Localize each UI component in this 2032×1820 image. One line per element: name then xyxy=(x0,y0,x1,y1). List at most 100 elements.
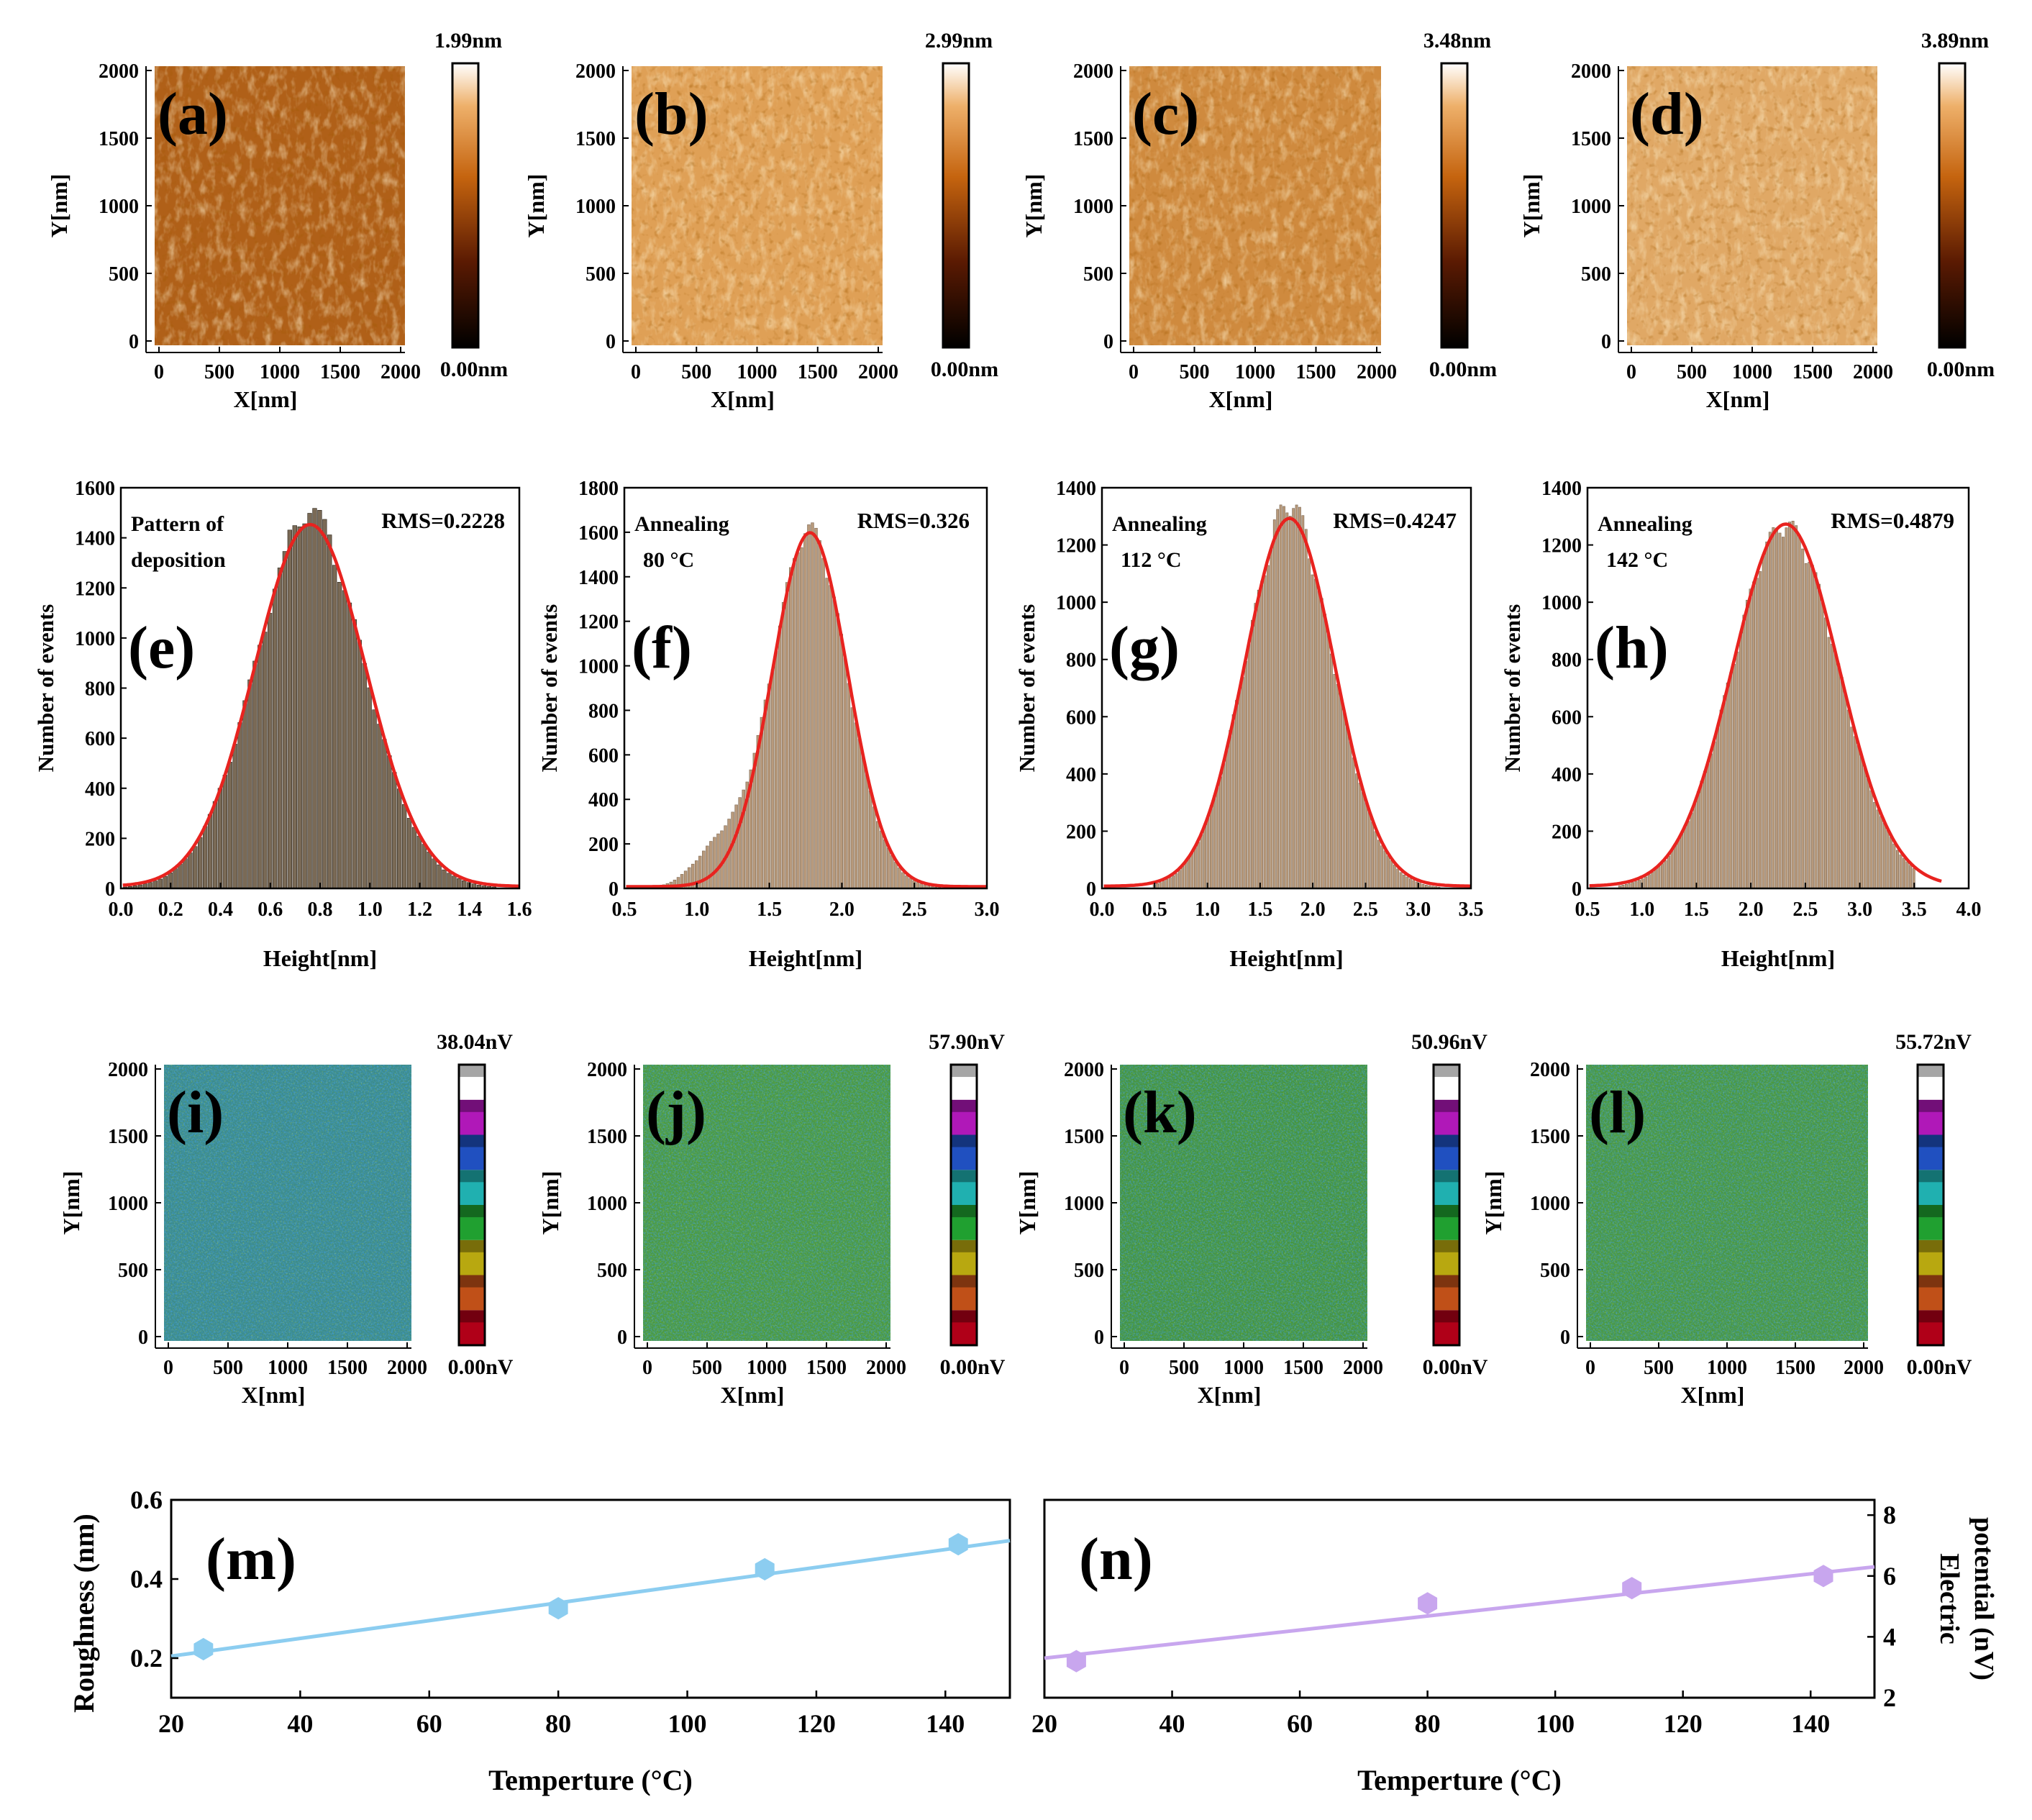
histogram-bar xyxy=(1172,875,1175,889)
x-tick-label: 2000 xyxy=(1343,1357,1383,1379)
y-tick-label: 500 xyxy=(597,1260,627,1282)
histogram-bar xyxy=(1408,878,1412,889)
histogram-bar xyxy=(785,582,789,889)
y-tick-label: 6 xyxy=(1883,1562,1896,1591)
histogram-bar xyxy=(1899,854,1903,889)
x-tick-label: 0 xyxy=(631,361,641,383)
histogram-bar xyxy=(868,790,873,889)
histogram-bar xyxy=(252,660,258,889)
rms-label: RMS=0.326 xyxy=(857,508,970,533)
colorbar-frame xyxy=(942,62,970,349)
y-tick-label: 1400 xyxy=(1541,478,1582,500)
plot-frame xyxy=(1101,486,1472,890)
y-tick-label: 1500 xyxy=(575,128,616,150)
x-tick-label: 1000 xyxy=(737,361,778,383)
histogram-bar xyxy=(1213,795,1216,889)
map-texture2-b xyxy=(632,66,883,345)
histogram-bar xyxy=(272,588,278,889)
y-tick-label: 0 xyxy=(1103,331,1113,353)
histogram-bar xyxy=(332,565,337,889)
histogram-bar xyxy=(406,818,412,889)
histogram-bar xyxy=(1244,660,1248,889)
colorbar-shade xyxy=(1434,1170,1459,1183)
x-tick-label: 1000 xyxy=(1235,361,1275,383)
y-tick-label: 800 xyxy=(85,678,115,701)
x-tick-label: 500 xyxy=(1169,1357,1199,1379)
x-tick-label: 0.0 xyxy=(1090,898,1115,921)
x-tick-label: 140 xyxy=(1791,1709,1830,1738)
histogram-bar xyxy=(843,658,847,889)
x-tick-label: 120 xyxy=(797,1709,836,1738)
histogram-bar xyxy=(1710,753,1713,889)
y-tick-label: 600 xyxy=(588,745,619,767)
histogram-bar xyxy=(416,835,422,889)
histogram-bar xyxy=(1674,845,1677,889)
histogram-bar xyxy=(1342,709,1346,889)
histogram-bar xyxy=(1706,762,1710,889)
x-tick-label: 1500 xyxy=(320,361,360,383)
colorbar-gradient xyxy=(943,63,969,347)
x-tick-label: 1.0 xyxy=(684,898,709,921)
histogram-bar xyxy=(1238,687,1241,889)
colorbar-gradient xyxy=(1939,63,1965,347)
x-tick-label: 0.0 xyxy=(109,898,134,921)
histogram-bar xyxy=(372,709,377,889)
colorbar-shade xyxy=(459,1275,485,1288)
y-tick-label: 0 xyxy=(1094,1327,1104,1349)
histogram-bar xyxy=(1876,809,1880,889)
histogram-bar xyxy=(1844,693,1847,889)
histogram-bar xyxy=(1782,537,1785,889)
x-tick-label: 0 xyxy=(642,1357,652,1379)
data-point xyxy=(193,1637,214,1661)
y-tick-label: 0.2 xyxy=(130,1644,163,1673)
colorbar-segment xyxy=(1918,1065,1944,1100)
colorbar-segment xyxy=(951,1239,977,1275)
colorbar-max-label: 57.90nV xyxy=(929,1030,1005,1054)
histogram-bar xyxy=(263,632,268,889)
panel-label: (a) xyxy=(158,81,228,147)
histogram-bar xyxy=(1647,874,1651,889)
histogram-bar xyxy=(1638,880,1641,889)
x-tick-label: 1000 xyxy=(1732,361,1772,383)
histogram-bar xyxy=(207,814,213,889)
histogram-bar xyxy=(1405,876,1409,889)
colorbar-segment xyxy=(1434,1065,1459,1100)
histogram-bar xyxy=(432,858,437,889)
x-tick-label: 0.8 xyxy=(308,898,333,921)
colorbar-segment xyxy=(951,1099,977,1135)
histogram-bar xyxy=(232,744,237,889)
plot-frame xyxy=(1586,486,1970,890)
histogram-bar xyxy=(287,529,293,889)
histogram-bar xyxy=(1364,801,1368,889)
histogram-bar xyxy=(382,739,387,889)
histogram-bar xyxy=(452,875,457,889)
x-axis-label: X[nm] xyxy=(242,1382,306,1408)
colorbar-segment xyxy=(459,1239,485,1275)
colorbar-min-label: 0.00nV xyxy=(448,1355,514,1379)
histogram-bar xyxy=(1817,583,1821,889)
histogram-bar xyxy=(1225,746,1229,889)
y-tick-label: 1500 xyxy=(1064,1126,1104,1148)
y-tick-label: 600 xyxy=(1066,706,1096,729)
histogram-bar xyxy=(462,880,467,889)
histogram-bar xyxy=(1634,881,1638,889)
histogram-bar xyxy=(1197,842,1200,889)
histogram-bar xyxy=(1651,872,1654,889)
annotation-line-2: 112 °C xyxy=(1121,548,1182,572)
y-tick-label: 1000 xyxy=(99,196,139,218)
histogram-bar xyxy=(1867,778,1870,889)
colorbar-segment xyxy=(1434,1099,1459,1135)
y-tick-label: 1000 xyxy=(1530,1193,1570,1215)
map-panel-i: 0 500 1000 1500 2000 0 500 1000 1500 2000 X[nm] Y[n… xyxy=(58,1030,514,1408)
histogram-bar xyxy=(247,679,252,889)
histogram-bar xyxy=(1795,525,1798,889)
map-texture2-l xyxy=(1586,1065,1868,1341)
colorbar-shade xyxy=(1434,1239,1459,1252)
histogram-bar xyxy=(457,878,462,889)
histogram-bar xyxy=(158,878,163,889)
histogram-bar xyxy=(1846,709,1850,889)
map-panel-b: 0 500 1000 1500 2000 0 500 1000 1500 2000 X[nm] Y[n… xyxy=(523,29,998,412)
histogram-bar xyxy=(811,522,814,889)
panel-label: (l) xyxy=(1589,1079,1646,1146)
